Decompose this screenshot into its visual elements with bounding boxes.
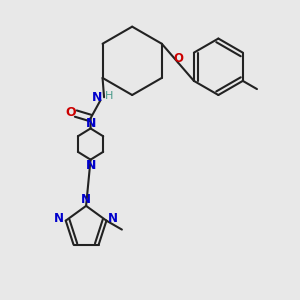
Text: N: N (54, 212, 64, 225)
Text: O: O (173, 52, 183, 65)
Text: N: N (92, 91, 103, 104)
Text: N: N (86, 158, 96, 172)
Text: N: N (81, 194, 91, 206)
Text: H: H (105, 92, 114, 101)
Text: N: N (108, 212, 118, 225)
Text: O: O (65, 106, 76, 119)
Text: N: N (86, 117, 96, 130)
